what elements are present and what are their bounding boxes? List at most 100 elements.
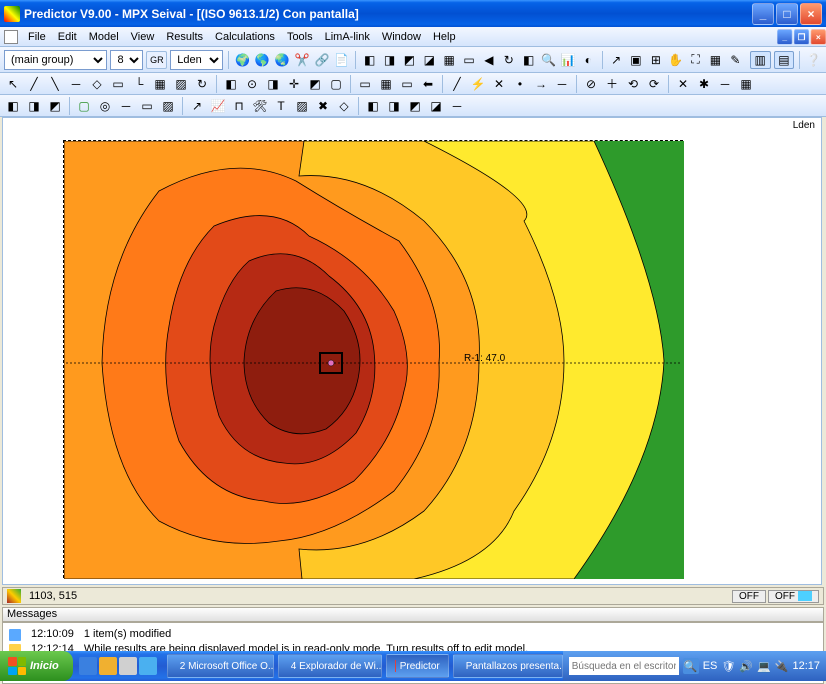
mode-combo[interactable]: Lden <box>170 50 223 70</box>
tray-usb-icon[interactable]: 🔌 <box>775 660 789 673</box>
clock[interactable]: 12:17 <box>792 660 820 672</box>
tool-layers5-icon[interactable]: ◧ <box>520 51 537 69</box>
quicklaunch-mail-icon[interactable] <box>99 657 117 675</box>
menu-lima[interactable]: LimA-link <box>319 29 376 45</box>
tool-layers3-icon[interactable]: ◩ <box>401 51 418 69</box>
snap-cross-icon[interactable]: ✛ <box>285 75 303 93</box>
menu-edit[interactable]: Edit <box>52 29 83 45</box>
mdi-minimize-button[interactable]: _ <box>777 29 792 44</box>
tool-sheet-icon[interactable]: 📄 <box>333 51 350 69</box>
tool-globe1-icon[interactable]: 🌍 <box>234 51 251 69</box>
extra-nil-icon[interactable]: ⊘ <box>582 75 600 93</box>
tool-prev-icon[interactable]: ◀ <box>480 51 497 69</box>
tool-grid-icon[interactable]: ▦ <box>441 51 458 69</box>
tool-pan-icon[interactable]: ✋ <box>667 51 684 69</box>
extra-fwd-icon[interactable]: ⟳ <box>645 75 663 93</box>
r3-cube1-icon[interactable]: ◧ <box>4 97 22 115</box>
extra-plus-icon[interactable]: ＋ <box>603 75 621 93</box>
draw-grid-icon[interactable]: ▦ <box>151 75 169 93</box>
tool-layers4-icon[interactable]: ◪ <box>421 51 438 69</box>
tool-layers2-icon[interactable]: ◨ <box>381 51 398 69</box>
toggle-off-1[interactable]: OFF <box>732 590 766 603</box>
quicklaunch-desktop-icon[interactable] <box>119 657 137 675</box>
task-button[interactable]: Pantallazos presenta... <box>453 654 563 678</box>
tool-cut-icon[interactable]: ✂️ <box>294 51 311 69</box>
misc-cross-icon[interactable]: ✕ <box>490 75 508 93</box>
tool-arrow-icon[interactable]: ↗ <box>608 51 625 69</box>
more-grid-icon[interactable]: ▦ <box>737 75 755 93</box>
r3-chart-icon[interactable]: 📈 <box>209 97 227 115</box>
misc-line-icon[interactable]: ─ <box>553 75 571 93</box>
menu-calculations[interactable]: Calculations <box>209 29 281 45</box>
draw-diag1-icon[interactable]: ╱ <box>25 75 43 93</box>
snap-fill-icon[interactable]: ◩ <box>306 75 324 93</box>
tool-group-icon[interactable]: ⊞ <box>647 51 664 69</box>
tool-circle-icon[interactable]: ◐ <box>580 51 597 69</box>
menu-file[interactable]: File <box>22 29 52 45</box>
r3-up-icon[interactable]: ↗ <box>188 97 206 115</box>
task-button-active[interactable]: Predictor <box>386 654 448 678</box>
r3-cube3-icon[interactable]: ◩ <box>46 97 64 115</box>
viewport[interactable]: Lden R-1: 47.0 <box>2 117 822 585</box>
r3-cube7-icon[interactable]: ◪ <box>427 97 445 115</box>
group-combo[interactable]: (main group) <box>4 50 107 70</box>
r3-poly-icon[interactable]: ◇ <box>335 97 353 115</box>
menu-view[interactable]: View <box>125 29 161 45</box>
tool-chart-icon[interactable]: 📊 <box>560 51 577 69</box>
menu-window[interactable]: Window <box>376 29 427 45</box>
minimize-button[interactable]: _ <box>752 3 774 25</box>
tool-globe3-icon[interactable]: 🌏 <box>274 51 291 69</box>
start-button[interactable]: Inicio <box>0 651 73 681</box>
tool-grid2-icon[interactable]: ▦ <box>707 51 724 69</box>
draw-rect-icon[interactable]: ▭ <box>109 75 127 93</box>
r3-cube2-icon[interactable]: ◨ <box>25 97 43 115</box>
tool-layers1-icon[interactable]: ◧ <box>361 51 378 69</box>
r3-del-icon[interactable]: ✖ <box>314 97 332 115</box>
draw-rot-icon[interactable]: ↻ <box>193 75 211 93</box>
snap-point-icon[interactable]: ⊙ <box>243 75 261 93</box>
r3-u-icon[interactable]: ⊓ <box>230 97 248 115</box>
maximize-button[interactable]: □ <box>776 3 798 25</box>
misc-diag-icon[interactable]: ╱ <box>448 75 466 93</box>
tool-globe2-icon[interactable]: 🌎 <box>254 51 271 69</box>
draw-poly-icon[interactable]: ◇ <box>88 75 106 93</box>
more-cross-icon[interactable]: ✕ <box>674 75 692 93</box>
edit-rect2-icon[interactable]: ▭ <box>398 75 416 93</box>
quicklaunch-ie-icon[interactable] <box>79 657 97 675</box>
task-button[interactable]: 2 Microsoft Office O... <box>167 654 274 678</box>
view-tile-v-icon[interactable]: ▤ <box>774 51 795 69</box>
desktop-search-input[interactable] <box>569 657 679 675</box>
misc-dot-icon[interactable]: • <box>511 75 529 93</box>
r3-cube6-icon[interactable]: ◩ <box>406 97 424 115</box>
snap-part-icon[interactable]: ◨ <box>264 75 282 93</box>
menu-tools[interactable]: Tools <box>281 29 319 45</box>
help-icon[interactable]: ❔ <box>805 51 822 69</box>
r3-line-icon[interactable]: ─ <box>117 97 135 115</box>
tool-note-icon[interactable]: ✎ <box>727 51 744 69</box>
tray-net-icon[interactable]: 💻 <box>757 660 771 673</box>
tray-shield-icon[interactable]: 🛡 <box>721 660 735 673</box>
extra-back-icon[interactable]: ⟲ <box>624 75 642 93</box>
quicklaunch-media-icon[interactable] <box>139 657 157 675</box>
mdi-icon[interactable] <box>4 30 18 44</box>
tool-refresh-icon[interactable]: ↻ <box>500 51 517 69</box>
more-line-icon[interactable]: ─ <box>716 75 734 93</box>
r3-cube5-icon[interactable]: ◨ <box>385 97 403 115</box>
draw-fill-icon[interactable]: ▨ <box>172 75 190 93</box>
r3-line2-icon[interactable]: ─ <box>448 97 466 115</box>
tool-zoom-icon[interactable]: 🔍 <box>540 51 557 69</box>
r3-dot-icon[interactable]: ◎ <box>96 97 114 115</box>
tool-rect-icon[interactable]: ▭ <box>461 51 478 69</box>
draw-arrow-icon[interactable]: ↖ <box>4 75 22 93</box>
edit-rect-icon[interactable]: ▭ <box>356 75 374 93</box>
mdi-restore-button[interactable]: ❐ <box>794 29 809 44</box>
close-button[interactable]: × <box>800 3 822 25</box>
edit-grid-icon[interactable]: ▦ <box>377 75 395 93</box>
snap-outline-icon[interactable]: ▢ <box>327 75 345 93</box>
r3-square-icon[interactable]: ▢ <box>75 97 93 115</box>
r3-tool-icon[interactable]: 🛠 <box>251 97 269 115</box>
r3-fill2-icon[interactable]: ▨ <box>293 97 311 115</box>
more-ast-icon[interactable]: ✱ <box>695 75 713 93</box>
lang-indicator[interactable]: ES <box>703 660 718 672</box>
search-go-icon[interactable]: 🔍 <box>683 658 699 674</box>
